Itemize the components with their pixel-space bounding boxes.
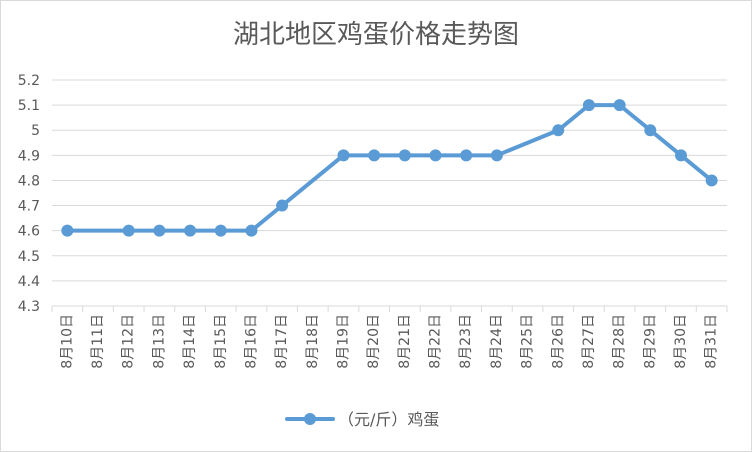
data-point [460, 149, 473, 162]
x-tick-label: 8月23日 [458, 314, 474, 369]
y-tick-label: 4.6 [18, 224, 40, 240]
y-tick-label: 4.5 [18, 249, 40, 265]
x-tick-label: 8月22日 [428, 314, 444, 369]
y-tick-label: 5.2 [18, 73, 40, 89]
data-point [153, 224, 166, 237]
series-line [65, 103, 714, 233]
x-tick-label: 8月11日 [90, 314, 106, 369]
data-point [552, 124, 565, 137]
data-point [61, 224, 74, 237]
y-tick-label: 4.4 [18, 274, 40, 290]
data-point [276, 199, 289, 212]
y-tick-label: 4.3 [18, 299, 40, 315]
data-point [122, 224, 135, 237]
x-tick-label: 8月26日 [550, 314, 566, 369]
data-point [705, 174, 718, 187]
y-tick-label: 4.9 [18, 148, 40, 164]
x-tick-label: 8月31日 [704, 314, 720, 369]
legend: （元/斤）鸡蛋 [285, 410, 439, 429]
x-axis: 8月10日 8月11日 8月12日 8月13日 8月14日 8月15日 8月16日 8月17日… [51, 306, 728, 369]
series-layer [61, 99, 718, 237]
data-point [214, 224, 227, 237]
x-tick-label: 8月10日 [59, 314, 75, 369]
data-point [337, 149, 350, 162]
x-tick-label: 8月30日 [673, 314, 689, 369]
x-tick-label: 8月28日 [612, 314, 628, 369]
data-point [368, 149, 381, 162]
x-tick-label: 8月19日 [335, 314, 351, 369]
data-point [245, 224, 258, 237]
x-tick-label: 8月12日 [121, 314, 137, 369]
x-tick-label: 8月21日 [397, 314, 413, 369]
data-point [184, 224, 197, 237]
legend-label: （元/斤）鸡蛋 [338, 410, 439, 429]
y-tick-label: 4.8 [18, 173, 40, 189]
x-tick-label: 8月24日 [489, 314, 505, 369]
data-point [644, 124, 657, 137]
x-tick-label: 8月13日 [151, 314, 167, 369]
legend-marker [304, 413, 316, 425]
x-tick-label: 8月17日 [274, 314, 290, 369]
x-tick-label: 8月15日 [213, 314, 229, 369]
x-tick-label: 8月18日 [305, 314, 321, 369]
y-tick-label: 4.7 [18, 199, 40, 215]
x-tick-label: 8月27日 [581, 314, 597, 369]
data-point [429, 149, 442, 162]
x-tick-label: 8月16日 [243, 314, 259, 369]
x-tick-label: 8月20日 [366, 314, 382, 369]
gridlines [52, 79, 727, 307]
x-tick-label: 8月25日 [520, 314, 536, 369]
x-tick-label: 8月14日 [182, 314, 198, 369]
y-tick-label: 5.1 [18, 98, 40, 114]
y-axis: 4.3 4.4 4.5 4.6 4.7 4.8 4.9 5 5.1 5.2 [18, 73, 40, 315]
data-point [490, 149, 503, 162]
data-point [613, 99, 626, 112]
data-point [398, 149, 411, 162]
data-point [582, 99, 595, 112]
chart-title: 湖北地区鸡蛋价格走势图 [232, 20, 519, 50]
data-point [674, 149, 687, 162]
y-tick-label: 5 [31, 123, 40, 139]
x-tick-label: 8月29日 [642, 314, 658, 369]
